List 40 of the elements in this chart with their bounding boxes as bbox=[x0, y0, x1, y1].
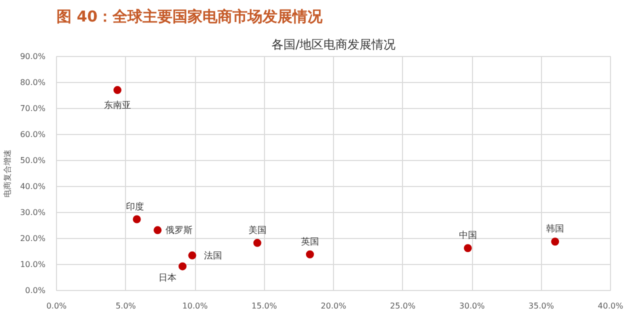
annotation: 美国 bbox=[248, 224, 266, 235]
point bbox=[113, 86, 122, 94]
y-tick-label: 0.0% bbox=[25, 286, 46, 295]
y-tick-label: 40.0% bbox=[20, 182, 46, 191]
x-tick-label: 15.0% bbox=[252, 302, 278, 310]
x-tick-label: 30.0% bbox=[459, 302, 486, 310]
annotation: 英国 bbox=[300, 236, 319, 246]
point bbox=[464, 244, 472, 252]
annotation: 法国 bbox=[204, 250, 222, 260]
y-tick-label: 50.0% bbox=[20, 156, 46, 165]
x-tick-label: 20.0% bbox=[320, 302, 347, 310]
point bbox=[188, 251, 196, 260]
x-tick-label: 5.0% bbox=[116, 302, 136, 310]
point bbox=[551, 238, 560, 246]
annotation: 俄罗斯 bbox=[166, 225, 193, 236]
annotation: 韩国 bbox=[546, 224, 564, 234]
x-tick-label: 25.0% bbox=[390, 302, 416, 310]
annotation: 日本 bbox=[158, 272, 177, 282]
y-tick-label: 20.0% bbox=[20, 234, 46, 243]
point bbox=[253, 238, 262, 247]
x-tick-label: 0.0% bbox=[46, 302, 68, 310]
y-tick-label: 30.0% bbox=[20, 208, 46, 217]
y-tick-label: 10.0% bbox=[20, 260, 46, 269]
annotation: 中国 bbox=[458, 230, 477, 240]
y-tick-label: 80.0% bbox=[20, 78, 46, 87]
x-tick-label: 40.0% bbox=[598, 302, 624, 310]
point bbox=[154, 226, 162, 234]
y-tick-label: 70.0% bbox=[20, 104, 46, 113]
y-tick-label: 90.0% bbox=[20, 52, 46, 61]
x-tick-label: 10.0% bbox=[182, 302, 208, 310]
annotation: 东南亚 bbox=[104, 100, 131, 110]
y-axis-title: 电商复合增速 bbox=[3, 150, 12, 198]
point bbox=[178, 262, 187, 270]
x-tick-label: 35.0% bbox=[528, 302, 554, 310]
point bbox=[306, 250, 314, 258]
annotation: 印度 bbox=[126, 201, 144, 212]
chart-title: 图 40：全球主要国家电商市场发展情况 bbox=[56, 8, 324, 26]
point bbox=[132, 215, 141, 224]
chart-subtitle: 各国/地区电商发展情况 bbox=[271, 38, 396, 52]
y-tick-label: 60.0% bbox=[20, 130, 46, 139]
